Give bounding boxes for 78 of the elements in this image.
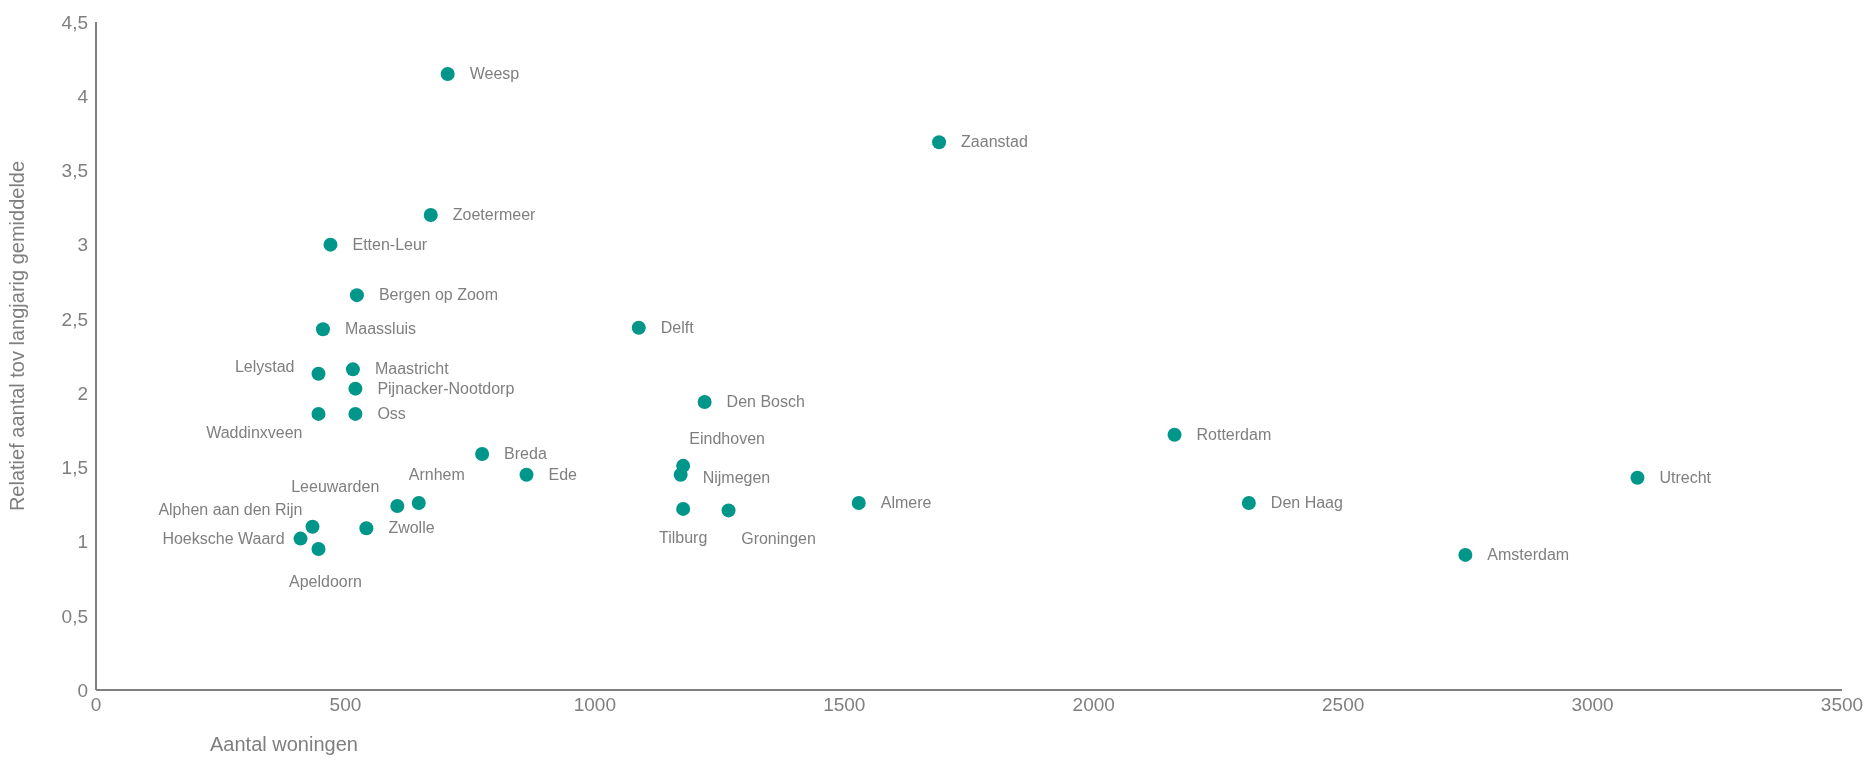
annotation: Leeuwarden <box>291 477 380 495</box>
point <box>1458 547 1473 562</box>
point <box>519 467 534 482</box>
annotation: Zwolle <box>388 519 435 537</box>
point <box>631 320 646 335</box>
point <box>1241 495 1256 510</box>
point <box>475 446 490 461</box>
annotation: Delft <box>660 318 695 336</box>
point <box>323 237 338 252</box>
point <box>311 541 326 556</box>
point <box>1167 427 1182 442</box>
point <box>932 135 947 150</box>
point <box>311 366 326 381</box>
annotation: Apeldoorn <box>289 572 362 590</box>
y-tick-label: 4 <box>77 85 89 107</box>
point <box>359 521 374 536</box>
y-tick-label: 2,5 <box>61 308 88 330</box>
annotation: Pijnacker-Nootdorp <box>377 379 515 397</box>
annotation: Utrecht <box>1659 468 1712 486</box>
point <box>721 503 736 518</box>
x-tick-label: 1000 <box>573 694 616 716</box>
y-tick-label: 3,5 <box>61 160 88 182</box>
annotation: Maastricht <box>374 360 450 378</box>
x-axis-title: Aantal woningen <box>210 733 358 755</box>
annotation: Hoeksche Waard <box>162 529 285 547</box>
x-tick-label: 3000 <box>1571 694 1614 716</box>
point <box>348 406 363 421</box>
annotation: Breda <box>504 444 547 462</box>
annotation: Zaanstad <box>961 133 1028 151</box>
y-axis-title: Relatief aantal tov langjarig gemiddelde <box>6 160 29 512</box>
point <box>676 501 691 516</box>
point <box>345 362 360 377</box>
y-tick-label: 0,5 <box>61 605 88 627</box>
annotation: Zoetermeer <box>452 205 537 223</box>
point <box>1630 470 1645 485</box>
annotation: Den Bosch <box>726 393 805 411</box>
y-tick-label: 3 <box>77 234 88 256</box>
annotation: Tilburg <box>659 528 708 546</box>
point <box>349 288 364 303</box>
point <box>348 381 363 396</box>
annotation: Arnhem <box>408 465 465 483</box>
annotation: Oss <box>377 404 406 422</box>
annotation: Den Haag <box>1270 493 1343 511</box>
x-tick-label: 500 <box>329 694 362 716</box>
annotation: Ede <box>548 465 578 483</box>
annotation: Lelystad <box>234 357 295 375</box>
annotation: Waddinxveen <box>206 423 303 441</box>
y-tick-label: 4,5 <box>61 11 88 33</box>
annotation: Rotterdam <box>1196 425 1272 443</box>
point <box>411 495 426 510</box>
point <box>423 207 438 222</box>
point <box>440 66 455 81</box>
y-tick-label: 1,5 <box>61 457 88 479</box>
annotation: Amsterdam <box>1487 545 1570 563</box>
x-tick-label: 2500 <box>1322 694 1365 716</box>
x-tick-label: 2000 <box>1072 694 1115 716</box>
y-tick-label: 2 <box>77 382 88 404</box>
y-tick-label: 0 <box>77 679 88 701</box>
point <box>673 467 688 482</box>
annotation: Bergen op Zoom <box>378 286 499 304</box>
annotation: Weesp <box>469 64 520 82</box>
point <box>390 498 405 513</box>
annotation: Maassluis <box>344 320 417 338</box>
annotation: Nijmegen <box>702 468 771 486</box>
annotation: Alphen aan den Rijn <box>158 500 303 518</box>
annotation: Groningen <box>741 530 816 548</box>
annotation: Almere <box>880 493 932 511</box>
point <box>697 395 712 410</box>
point <box>315 322 330 337</box>
point <box>293 531 308 546</box>
point <box>851 495 866 510</box>
annotation: Eindhoven <box>689 429 765 447</box>
x-tick-label: 1500 <box>823 694 866 716</box>
x-tick-label: 3500 <box>1820 694 1864 716</box>
y-tick-label: 1 <box>77 531 88 553</box>
point <box>305 519 320 534</box>
point <box>311 406 326 421</box>
annotation: Etten-Leur <box>352 235 428 253</box>
